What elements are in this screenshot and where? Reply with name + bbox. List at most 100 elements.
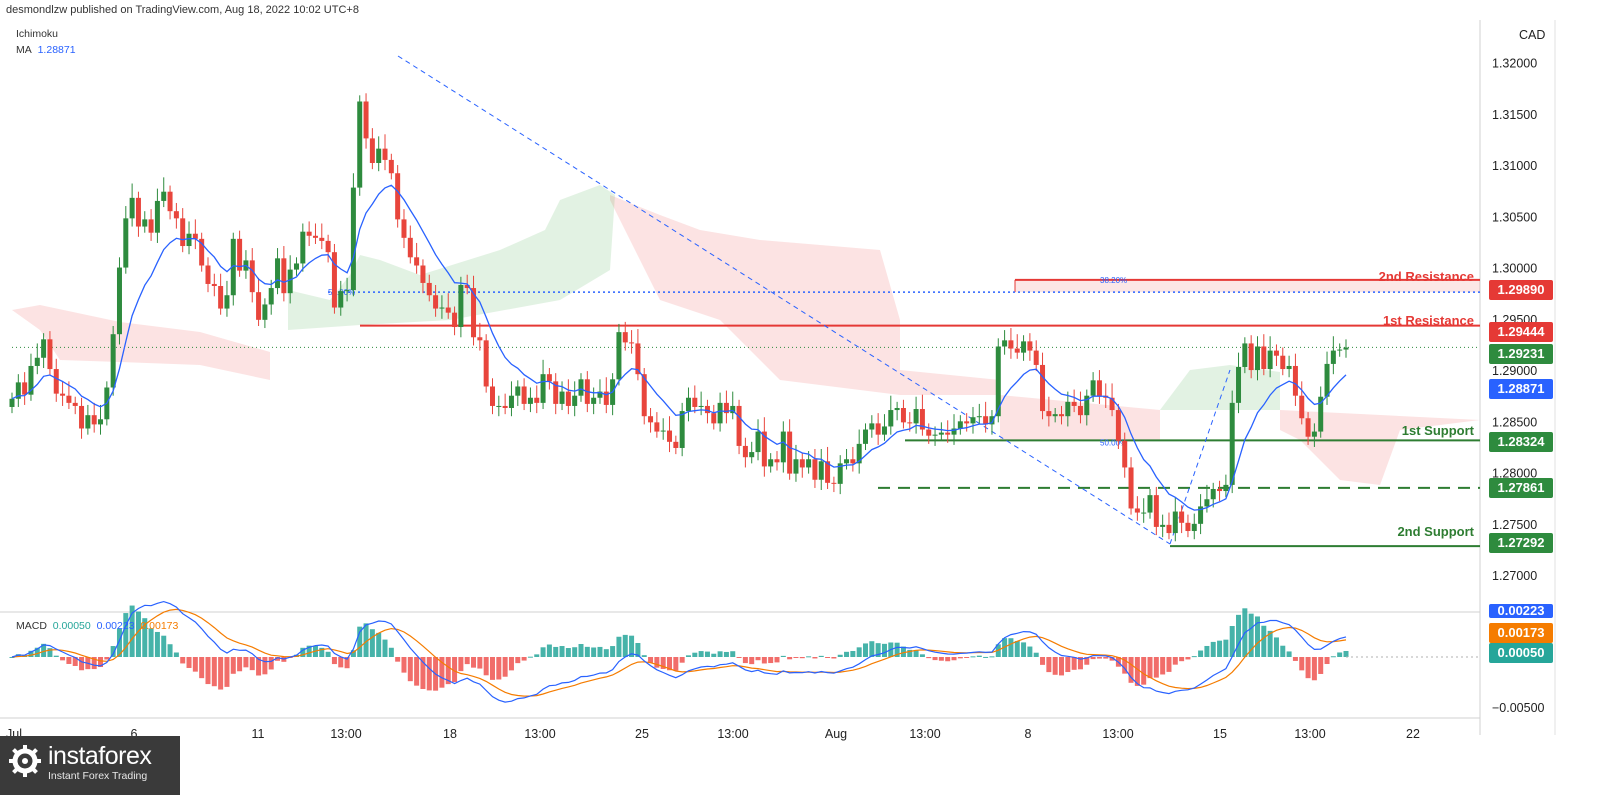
candle-body	[180, 218, 186, 247]
candle-body	[1267, 350, 1273, 370]
macd-histogram-bar	[825, 657, 831, 658]
candle-body	[863, 429, 869, 444]
macd-histogram-bar	[521, 657, 527, 661]
macd-histogram-bar	[1147, 657, 1153, 679]
ichimoku-label[interactable]: Ichimoku	[16, 28, 59, 40]
macd-histogram-bar	[167, 644, 173, 657]
resistance-2-price-tag: 1.29890	[1489, 280, 1553, 300]
candle-body	[685, 397, 691, 412]
support-2-price-tag: 1.27292	[1489, 533, 1553, 553]
candle-body	[907, 422, 913, 424]
candle-body	[938, 432, 944, 435]
macd-histogram-bar	[945, 657, 951, 662]
candle-body	[1292, 365, 1298, 396]
candle-body	[294, 263, 300, 270]
macd-histogram-bar	[262, 657, 268, 675]
macd-histogram-bar	[1052, 657, 1058, 675]
macd-histogram-bar	[913, 649, 919, 657]
price-tick-label: 1.31000	[1492, 159, 1537, 173]
price-tick-label: 1.28000	[1492, 467, 1537, 481]
candle-body	[622, 332, 628, 343]
candle-body	[268, 288, 274, 305]
candle-body	[572, 395, 578, 406]
candle-body	[1280, 355, 1286, 370]
macd-histogram-bar	[508, 657, 514, 671]
candle-body	[224, 295, 230, 309]
macd-histogram-bar	[565, 648, 571, 657]
macd-histogram-bar	[331, 657, 337, 665]
candle-body	[363, 101, 369, 139]
macd-histogram-bar	[540, 647, 546, 657]
candle-body	[28, 365, 34, 395]
candle-body	[578, 379, 584, 396]
instaforex-logo[interactable]: instaforex Instant Forex Trading	[0, 736, 180, 795]
time-tick-label: 25	[635, 727, 649, 741]
macd-histogram-bar	[723, 651, 729, 657]
candle-body	[98, 419, 104, 425]
candle-body	[433, 295, 439, 309]
time-tick-label: 8	[1025, 727, 1032, 741]
candle-body	[154, 200, 160, 233]
candle-body	[844, 459, 850, 464]
macd-histogram-bar	[1008, 638, 1014, 657]
macd-histogram-bar	[420, 657, 426, 689]
candle-body	[1071, 401, 1077, 406]
macd-histogram-bar	[9, 657, 15, 658]
macd-histogram-bar	[818, 655, 824, 657]
macd-legend[interactable]: MACD 0.00050 0.00223 0.00173	[16, 620, 178, 632]
candle-body	[496, 405, 502, 407]
candle-body	[338, 291, 344, 308]
candle-body	[79, 405, 85, 429]
candle-body	[426, 282, 432, 296]
candle-body	[881, 426, 887, 435]
support-2-label: 2nd Support	[1397, 524, 1474, 539]
macd-histogram-bar	[1343, 650, 1349, 657]
price-tick-label: 1.27000	[1492, 569, 1537, 583]
time-tick-label: 13:00	[1102, 727, 1133, 741]
candle-body	[1236, 366, 1242, 403]
candle-body	[603, 391, 609, 405]
time-tick-label: 13:00	[330, 727, 361, 741]
macd-histogram-bar	[489, 657, 495, 680]
candle-body	[414, 257, 420, 266]
macd-histogram-bar	[654, 657, 660, 668]
macd-histogram-bar	[793, 657, 799, 659]
time-tick-label: Aug	[825, 727, 847, 741]
candle-body	[597, 391, 603, 398]
candle-body	[1096, 380, 1102, 396]
candle-body	[369, 138, 375, 163]
macd-histogram-bar	[964, 657, 970, 658]
macd-histogram-bar	[47, 648, 53, 657]
candle-body	[464, 284, 470, 289]
macd-histogram-bar	[199, 657, 205, 679]
macd-histogram-bar	[407, 657, 413, 682]
candle-body	[850, 459, 856, 464]
candle-body	[553, 381, 559, 404]
macd-histogram-bar	[1141, 657, 1147, 685]
macd-histogram-bar	[218, 657, 224, 690]
macd-histogram-bar	[546, 644, 552, 657]
candle-body	[167, 191, 173, 212]
candle-body	[382, 148, 388, 160]
price-tick-label: 1.28500	[1492, 415, 1537, 429]
ma-legend[interactable]: MA 1.28871	[16, 44, 76, 56]
macd-histogram-bar	[799, 657, 805, 659]
macd-histogram-bar	[1330, 656, 1336, 658]
macd-histogram-bar	[502, 657, 508, 677]
macd-histogram-bar	[635, 643, 641, 657]
macd-histogram-bar	[983, 656, 989, 658]
macd-histogram-bar	[1166, 657, 1172, 672]
macd-histogram-bar	[1223, 639, 1229, 657]
candle-body	[1198, 506, 1204, 524]
macd-histogram-bar	[60, 657, 66, 661]
macd-histogram-bar	[477, 657, 483, 669]
time-tick-label: 22	[1406, 727, 1420, 741]
candle-body	[667, 430, 673, 442]
candle-body	[919, 409, 925, 430]
candle-body	[262, 304, 268, 320]
macd-histogram-bar	[806, 656, 812, 658]
candle-body	[1141, 512, 1147, 514]
macd-histogram-bar	[711, 653, 717, 657]
macd-histogram-bar	[597, 646, 603, 657]
